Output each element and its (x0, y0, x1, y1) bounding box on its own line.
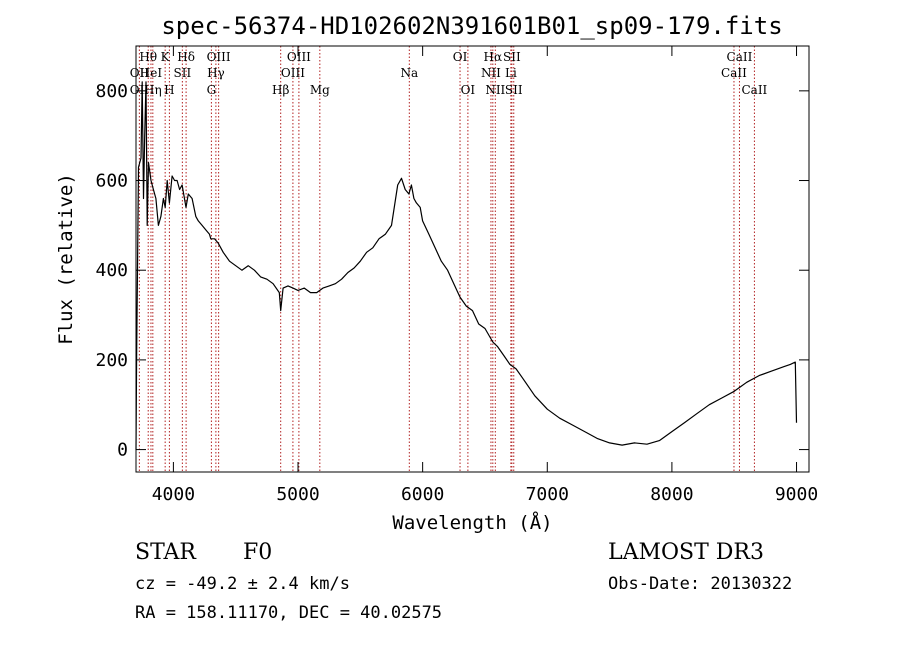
observation-date: Obs-Date: 20130322 (608, 574, 793, 594)
spectral-line-label: Hθ (139, 50, 157, 64)
spectral-line-label: Hγ (207, 66, 225, 80)
spectral-line-label: Hδ (177, 50, 195, 64)
chart-title: spec-56374-HD102602N391601B01_sp09-179.f… (161, 12, 782, 40)
y-tick-label: 800 (95, 81, 128, 102)
spectral-line-label: OI (453, 50, 468, 64)
series-layer (135, 81, 798, 450)
spectral-line-label: Hη (144, 83, 162, 97)
axis-ticks: 4000 5000 6000 7000 8000 9000 0 200 400 600 800 (95, 46, 818, 505)
spectral-line-label: CaII (721, 66, 747, 80)
spectral-line-label: SII (174, 66, 192, 80)
y-tick-label: 0 (117, 440, 128, 461)
spectral-line-label: G (207, 83, 217, 97)
survey-name: LAMOST DR3 (608, 540, 764, 565)
spectral-line-label: Mg (310, 83, 330, 97)
spectral-line-label: HeI (140, 66, 163, 80)
x-tick-label: 5000 (276, 484, 319, 505)
spectral-line-label: OII (130, 83, 150, 97)
spectral-subclass: F0 (243, 540, 273, 565)
spectral-line-label: CaII (727, 50, 753, 64)
spectral-line-label: NII (481, 66, 501, 80)
spectral-line-label: Hβ (272, 83, 289, 97)
coordinates: RA = 158.11170, DEC = 40.02575 (135, 603, 443, 623)
x-tick-label: 7000 (526, 484, 569, 505)
x-axis-label: Wavelength (Å) (392, 511, 552, 534)
object-class: STAR (135, 540, 196, 565)
spectral-line-label: OIII (207, 50, 231, 64)
redshift-velocity: cz = -49.2 ± 2.4 km/s (135, 574, 350, 594)
spectral-line-label: Li (505, 66, 517, 80)
y-tick-label: 200 (95, 350, 128, 371)
x-tick-label: 4000 (152, 484, 195, 505)
x-tick-label: 8000 (650, 484, 693, 505)
spectral-line-label: Na (400, 66, 418, 80)
y-tick-label: 400 (95, 260, 128, 281)
y-tick-label: 600 (95, 171, 128, 192)
spectral-line-label: OIII (287, 50, 311, 64)
spectral-line-label: Hα (484, 50, 503, 64)
spectral-line-label: SII (503, 50, 521, 64)
plot-frame (135, 45, 810, 473)
spectral-line-label: OII (130, 66, 150, 80)
x-tick-label: 9000 (775, 484, 818, 505)
spectral-line-markers (138, 46, 755, 472)
spectrum-series-line (135, 81, 798, 450)
spectral-line-label: NII (485, 83, 505, 97)
spectral-line-label: CaII (741, 83, 767, 97)
spectral-line-label: OI (461, 83, 476, 97)
spectral-line-label: H (164, 83, 174, 97)
spectral-line-label: OIII (281, 66, 305, 80)
spectral-line-label: SII (505, 83, 523, 97)
x-tick-label: 6000 (401, 484, 444, 505)
spectral-line-label: K (161, 50, 171, 64)
y-axis-label: Flux (relative) (55, 173, 77, 345)
